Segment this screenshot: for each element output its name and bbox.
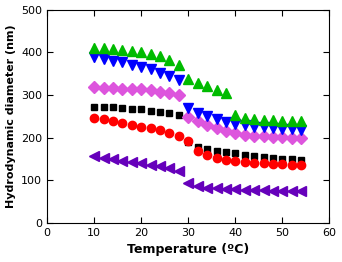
Y-axis label: Hydrodynamic diameter (nm): Hydrodynamic diameter (nm) — [5, 24, 15, 208]
X-axis label: Temperature (ºC): Temperature (ºC) — [127, 243, 249, 256]
